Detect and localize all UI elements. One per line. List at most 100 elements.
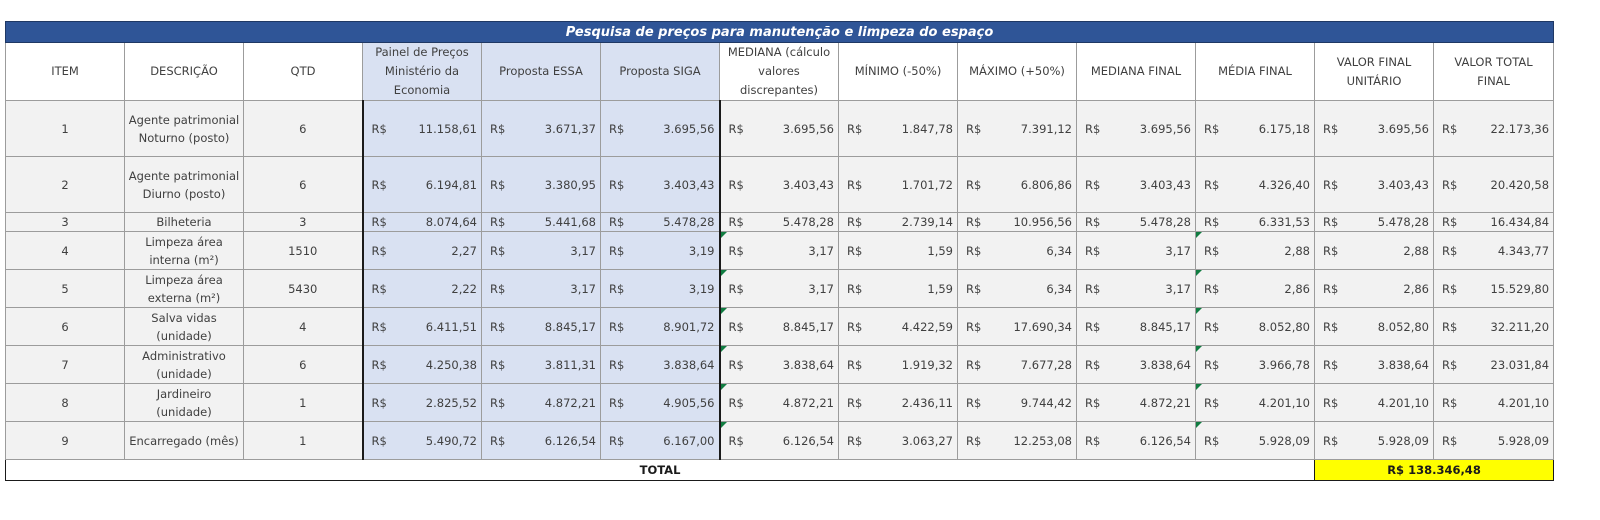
media-final-cell[interactable]: R$ 8.052,80: [1195, 307, 1315, 346]
header-item[interactable]: ITEM: [5, 42, 125, 101]
header-proposta-siga[interactable]: Proposta SIGA: [600, 42, 720, 101]
minimo-cell[interactable]: R$ 4.422,59: [838, 307, 958, 346]
quantity-cell[interactable]: 1: [243, 421, 363, 460]
minimo-cell[interactable]: R$ 2.436,11: [838, 383, 958, 422]
item-cell[interactable]: 7: [5, 345, 125, 384]
item-cell[interactable]: 6: [5, 307, 125, 346]
quantity-cell[interactable]: 3: [243, 212, 363, 232]
header-maximo[interactable]: MÁXIMO (+50%): [957, 42, 1077, 101]
description-cell[interactable]: Salva vidas (unidade): [124, 307, 244, 346]
media-final-cell[interactable]: R$ 6.331,53: [1195, 212, 1315, 232]
valor-total-cell[interactable]: R$ 20.420,58: [1432, 156, 1555, 213]
description-cell[interactable]: Encarregado (mês): [124, 421, 244, 460]
valor-unit-cell[interactable]: R$ 3.838,64: [1314, 345, 1434, 384]
item-cell[interactable]: 3: [5, 212, 125, 232]
siga-cell[interactable]: R$ 3.695,56: [600, 100, 721, 157]
item-cell[interactable]: 4: [5, 231, 125, 270]
siga-cell[interactable]: R$ 8.901,72: [600, 307, 721, 346]
item-cell[interactable]: 2: [5, 156, 125, 213]
table-title[interactable]: Pesquisa de preços para manutenção e lim…: [4, 21, 1555, 43]
media-final-cell[interactable]: R$ 3.966,78: [1195, 345, 1315, 384]
media-final-cell[interactable]: R$ 6.175,18: [1195, 100, 1315, 157]
valor-unit-cell[interactable]: R$ 4.201,10: [1314, 383, 1434, 422]
valor-total-cell[interactable]: R$ 32.211,20: [1432, 307, 1555, 346]
maximo-cell[interactable]: R$ 12.253,08: [957, 421, 1077, 460]
minimo-cell[interactable]: R$ 1.847,78: [838, 100, 958, 157]
essa-cell[interactable]: R$ 3.671,37: [481, 100, 601, 157]
quantity-cell[interactable]: 6: [243, 156, 363, 213]
mediana-cell[interactable]: R$ 3,17: [719, 231, 839, 270]
header-descricao[interactable]: DESCRIÇÃO: [124, 42, 244, 101]
minimo-cell[interactable]: R$ 3.063,27: [838, 421, 958, 460]
minimo-cell[interactable]: R$ 1.701,72: [838, 156, 958, 213]
item-cell[interactable]: 5: [5, 269, 125, 308]
maximo-cell[interactable]: R$ 17.690,34: [957, 307, 1077, 346]
quantity-cell[interactable]: 6: [243, 100, 363, 157]
valor-total-cell[interactable]: R$ 16.434,84: [1432, 212, 1555, 232]
mediana-final-cell[interactable]: R$ 4.872,21: [1076, 383, 1196, 422]
essa-cell[interactable]: R$ 4.872,21: [481, 383, 601, 422]
mediana-final-cell[interactable]: R$ 3,17: [1076, 231, 1196, 270]
essa-cell[interactable]: R$ 3,17: [481, 269, 601, 308]
header-mediana[interactable]: MEDIANA (cálculo valores discrepantes): [719, 42, 839, 101]
siga-cell[interactable]: R$ 3.838,64: [600, 345, 721, 384]
mediana-cell[interactable]: R$ 6.126,54: [719, 421, 839, 460]
painel-cell[interactable]: R$ 5.490,72: [361, 421, 482, 460]
valor-unit-cell[interactable]: R$ 8.052,80: [1314, 307, 1434, 346]
description-cell[interactable]: Administrativo (unidade): [124, 345, 244, 384]
painel-cell[interactable]: R$ 2,27: [361, 231, 482, 270]
description-cell[interactable]: Jardineiro (unidade): [124, 383, 244, 422]
essa-cell[interactable]: R$ 3,17: [481, 231, 601, 270]
header-valor-total-final[interactable]: VALOR TOTAL FINAL: [1432, 42, 1555, 101]
siga-cell[interactable]: R$ 4.905,56: [600, 383, 721, 422]
header-valor-final-unitario[interactable]: VALOR FINAL UNITÁRIO: [1314, 42, 1434, 101]
quantity-cell[interactable]: 4: [243, 307, 363, 346]
mediana-cell[interactable]: R$ 8.845,17: [719, 307, 839, 346]
item-cell[interactable]: 9: [5, 421, 125, 460]
painel-cell[interactable]: R$ 8.074,64: [361, 212, 482, 232]
header-media-final[interactable]: MÉDIA FINAL: [1195, 42, 1315, 101]
maximo-cell[interactable]: R$ 7.391,12: [957, 100, 1077, 157]
header-qtd[interactable]: QTD: [243, 42, 363, 101]
valor-unit-cell[interactable]: R$ 5.928,09: [1314, 421, 1434, 460]
minimo-cell[interactable]: R$ 2.739,14: [838, 212, 958, 232]
siga-cell[interactable]: R$ 6.167,00: [600, 421, 721, 460]
mediana-final-cell[interactable]: R$ 3.695,56: [1076, 100, 1196, 157]
quantity-cell[interactable]: 1510: [243, 231, 363, 270]
mediana-cell[interactable]: R$ 5.478,28: [719, 212, 839, 232]
essa-cell[interactable]: R$ 3.380,95: [481, 156, 601, 213]
minimo-cell[interactable]: R$ 1,59: [838, 231, 958, 270]
item-cell[interactable]: 8: [5, 383, 125, 422]
essa-cell[interactable]: R$ 3.811,31: [481, 345, 601, 384]
description-cell[interactable]: Bilheteria: [124, 212, 244, 232]
siga-cell[interactable]: R$ 3,19: [600, 231, 721, 270]
quantity-cell[interactable]: 5430: [243, 269, 363, 308]
description-cell[interactable]: Limpeza área externa (m²): [124, 269, 244, 308]
siga-cell[interactable]: R$ 3.403,43: [600, 156, 721, 213]
maximo-cell[interactable]: R$ 9.744,42: [957, 383, 1077, 422]
mediana-cell[interactable]: R$ 3,17: [719, 269, 839, 308]
maximo-cell[interactable]: R$ 7.677,28: [957, 345, 1077, 384]
description-cell[interactable]: Agente patrimonial Noturno (posto): [124, 100, 244, 157]
painel-cell[interactable]: R$ 4.250,38: [361, 345, 482, 384]
media-final-cell[interactable]: R$ 2,88: [1195, 231, 1315, 270]
essa-cell[interactable]: R$ 6.126,54: [481, 421, 601, 460]
header-minimo[interactable]: MÍNIMO (-50%): [838, 42, 958, 101]
media-final-cell[interactable]: R$ 4.201,10: [1195, 383, 1315, 422]
valor-total-cell[interactable]: R$ 4.201,10: [1432, 383, 1555, 422]
valor-unit-cell[interactable]: R$ 5.478,28: [1314, 212, 1434, 232]
valor-unit-cell[interactable]: R$ 2,86: [1314, 269, 1434, 308]
valor-unit-cell[interactable]: R$ 3.695,56: [1314, 100, 1434, 157]
maximo-cell[interactable]: R$ 6,34: [957, 231, 1077, 270]
maximo-cell[interactable]: R$ 6.806,86: [957, 156, 1077, 213]
painel-cell[interactable]: R$ 2,22: [361, 269, 482, 308]
valor-unit-cell[interactable]: R$ 2,88: [1314, 231, 1434, 270]
painel-cell[interactable]: R$ 2.825,52: [361, 383, 482, 422]
mediana-final-cell[interactable]: R$ 6.126,54: [1076, 421, 1196, 460]
essa-cell[interactable]: R$ 5.441,68: [481, 212, 601, 232]
minimo-cell[interactable]: R$ 1,59: [838, 269, 958, 308]
mediana-cell[interactable]: R$ 3.695,56: [719, 100, 839, 157]
mediana-cell[interactable]: R$ 4.872,21: [719, 383, 839, 422]
maximo-cell[interactable]: R$ 6,34: [957, 269, 1077, 308]
valor-unit-cell[interactable]: R$ 3.403,43: [1314, 156, 1434, 213]
